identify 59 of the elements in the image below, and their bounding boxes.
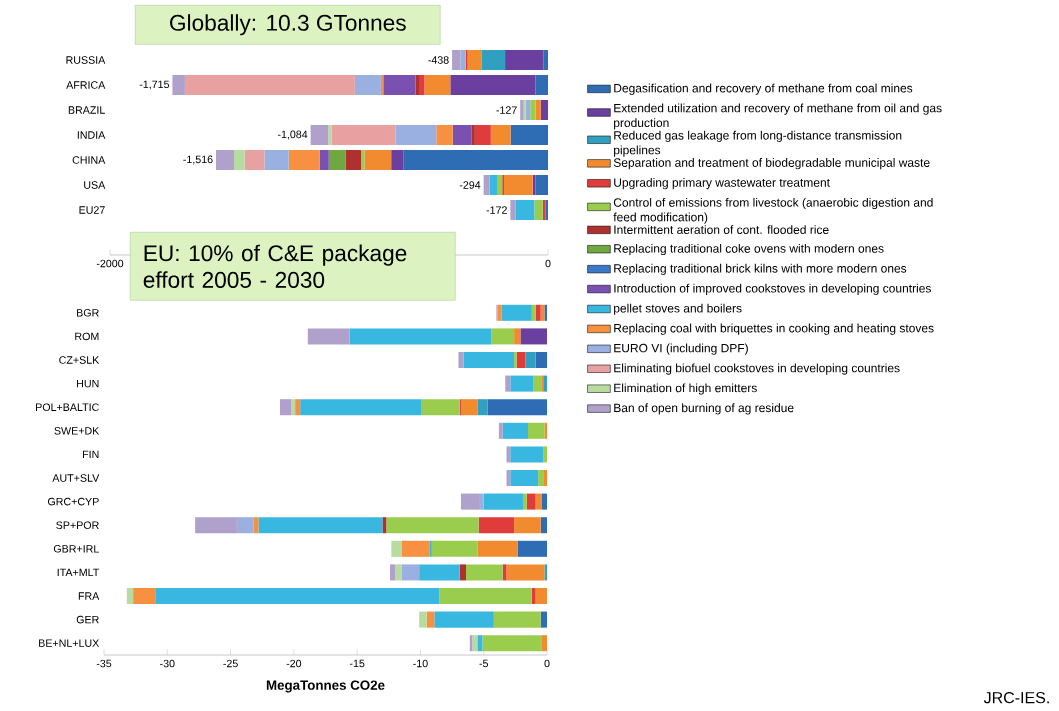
y-tick-label: GBR+IRL [53,545,99,553]
x-tick-label: -2000 [96,259,124,268]
legend-label: pellet stoves and boilers [614,303,742,315]
y-tick-label: AFRICA [66,81,106,89]
y-tick-label: SWE+DK [54,427,100,435]
legend-label: Reduced gas leakage from long-distance transmission pipelines [614,130,902,157]
y-tick-label: HUN [77,379,99,388]
y-tick-label: EU27 [79,206,105,214]
y-tick-label: POL+BALTIC [36,403,99,411]
legend-label: Degasification and recovery of methane from coal mines [614,83,913,95]
legend-label: Replacing traditional brick kilns with more modern ones [614,263,907,276]
text: JRC-IES. [983,691,1049,704]
y-tick-label: FRA [78,592,100,600]
total-label: -294 [459,181,481,189]
y-tick-label: ROM [75,332,99,341]
total-label: -1,715 [139,80,170,90]
y-tick-label: CZ+SLK [59,356,100,364]
y-tick-label: RUSSIA [66,56,106,64]
x-tick-label: -20 [286,659,302,668]
x-axis-title: MegaTonnes CO2e [266,680,385,693]
legend-label: Eliminating biofuel cookstoves in developing countries [614,363,900,375]
x-tick-label: -15 [349,659,365,668]
total-label: -1,084 [277,130,308,140]
legend-label: Ban of open burning of ag residue [614,403,794,415]
legend-label: Intermittent aeration of cont. flooded rice [614,225,829,234]
total-label: -127 [496,106,517,114]
x-tick-label: -30 [160,659,175,668]
legend-label: Introduction of improved cookstoves in developing countries [614,283,931,295]
y-tick-label: USA [84,181,106,189]
y-tick-label: CHINA [72,156,106,164]
y-tick-label: AUT+SLV [52,474,100,482]
x-tick-label: -35 [96,659,112,668]
total-label: -1,516 [183,155,213,165]
x-tick-label: -25 [223,659,238,668]
legend-label: Control of emissions from livestock (anaerobic digestion and feed modification) [613,197,933,224]
x-tick-label: -10 [413,659,428,668]
legend-label: Separation and treatment of biodegradable municipal waste [613,158,930,170]
legend-label: Replacing coal with briquettes in cooking and heating stoves [614,323,934,335]
y-tick-label: BGR [77,309,99,317]
y-tick-label: GRC+CYP [47,497,99,506]
legend-label: EURO VI (including DPF) [614,343,748,355]
x-tick-label: 0 [544,659,550,668]
total-label: -438 [428,56,449,64]
x-tick-label: -5 [479,659,489,668]
y-tick-label: ITA+MLT [57,568,100,577]
legend-label: Upgrading primary wastewater treatment [614,177,830,190]
legend-label: Elimination of high emitters [614,383,757,395]
x-tick-label: 0 [545,259,551,268]
legend-label: Replacing traditional coke ovens with modern ones [614,243,884,256]
chart-title: Globally: 10.3 GTonnes [170,14,406,36]
y-tick-label: INDIA [77,131,106,139]
chart-title: EU: 10% of C&E package effort 2005 - 2030 [143,244,407,288]
y-tick-label: SP+POR [56,521,99,529]
y-tick-label: BRAZIL [68,106,105,114]
y-tick-label: FIN [82,450,99,459]
total-label: -172 [486,206,507,214]
legend-label: Extended utilization and recovery of methane from oil and gas production [614,103,942,130]
y-tick-label: BE+NL+LUX [39,639,100,647]
y-tick-label: GER [76,615,99,624]
